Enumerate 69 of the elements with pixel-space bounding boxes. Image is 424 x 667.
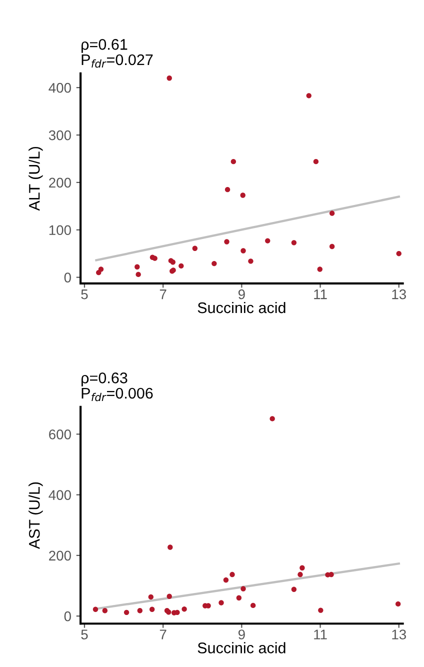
y-tick-label: 100 [49, 225, 71, 236]
point [137, 608, 142, 614]
x-tick-label: 9 [238, 289, 245, 300]
point [230, 158, 236, 164]
point [265, 238, 270, 244]
x-tick-label: 5 [81, 290, 88, 300]
point [223, 577, 229, 583]
point [92, 606, 98, 612]
x-axis-title: Succinic acid [198, 642, 286, 654]
point [300, 565, 305, 570]
y-axis-title: AST (U/L) [28, 482, 43, 550]
y-tick-label: 0 [64, 272, 71, 282]
x-axis-title: Succinic acid [198, 302, 286, 314]
point [317, 266, 322, 272]
y-tick-label: 200 [49, 178, 71, 188]
point [318, 608, 324, 613]
point [306, 93, 312, 98]
point [102, 608, 108, 614]
y-tick-label: 400 [48, 82, 71, 93]
x-tick-label: 5 [81, 630, 88, 640]
point [328, 572, 334, 578]
point [224, 239, 230, 244]
point [230, 572, 235, 578]
point [248, 258, 254, 264]
y-tick-label: 400 [48, 490, 71, 500]
point [240, 248, 246, 254]
point [313, 158, 319, 164]
point [166, 76, 172, 81]
chart-title: ρ=0.61 P$_{fdr}$=0.027 [82, 39, 153, 68]
point [136, 272, 141, 278]
x-tick-label: 13 [392, 630, 406, 640]
point [134, 264, 140, 270]
point [298, 572, 303, 578]
point [168, 544, 173, 550]
point [329, 244, 335, 250]
chart-title: ρ=0.63 P$_{fdr}$=0.006 [82, 372, 153, 402]
point [178, 263, 184, 269]
point [192, 246, 198, 251]
point [240, 586, 246, 592]
point [224, 186, 230, 192]
x-tick-label: 9 [238, 630, 245, 640]
x-tick-label: 11 [314, 630, 327, 640]
x-tick-label: 11 [314, 290, 327, 300]
x-tick-label: 13 [392, 289, 406, 300]
x-tick-label: 7 [160, 630, 166, 640]
point [98, 266, 104, 272]
point [395, 601, 401, 607]
point [124, 610, 130, 616]
point [166, 594, 172, 599]
point [212, 260, 217, 266]
x-tick-label: 7 [160, 290, 166, 300]
point [329, 210, 335, 216]
point [236, 595, 242, 600]
y-tick-label: 600 [49, 429, 71, 440]
y-axis-title: ALT (U/L) [28, 146, 43, 211]
y-tick-label: 300 [48, 130, 71, 140]
y-tick-label: 200 [49, 550, 71, 561]
point [182, 606, 187, 612]
y-tick-label: 0 [64, 611, 71, 622]
point [291, 240, 297, 246]
point [218, 600, 224, 606]
point [291, 586, 297, 592]
point [152, 256, 158, 261]
point [148, 594, 154, 600]
point [270, 416, 275, 422]
point [396, 250, 402, 256]
point [240, 192, 246, 198]
point [250, 602, 256, 608]
point [149, 606, 155, 612]
